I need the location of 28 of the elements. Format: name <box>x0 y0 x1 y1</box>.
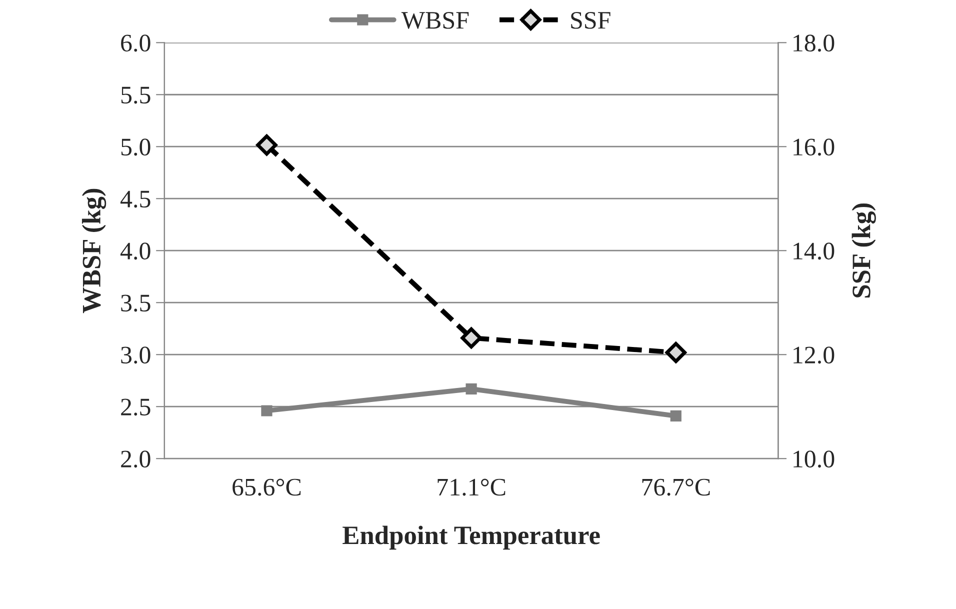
y2-axis-title: SSF (kg) <box>852 203 876 298</box>
y-tick-label: 5.0 <box>121 138 150 156</box>
y-tick-label: 2.0 <box>121 450 150 468</box>
x-tick-label: 65.6°C <box>232 478 301 496</box>
y-tick-label: 4.0 <box>120 242 150 260</box>
point <box>665 342 686 364</box>
y2-tick-label: 12.0 <box>794 346 834 364</box>
y-tick-label: 6.0 <box>121 34 150 52</box>
point <box>466 383 477 394</box>
point <box>256 134 278 156</box>
x-tick-label: 71.1°C <box>438 478 506 496</box>
y-tick-label: 4.5 <box>120 190 150 208</box>
y2-tick-label: 10.0 <box>794 450 834 468</box>
y-tick-label: 3.5 <box>121 294 150 312</box>
legend-label: WBSF <box>401 12 469 29</box>
point <box>261 405 272 416</box>
y2-tick-label: 14.0 <box>794 242 834 260</box>
x-axis-title: Endpoint Temperature <box>342 526 600 550</box>
legend-label: SSF <box>571 12 610 29</box>
y-axis-title: WBSF (kg) <box>82 188 106 314</box>
y2-tick-label: 16.0 <box>794 138 834 156</box>
point <box>670 410 682 422</box>
x-tick-label: 76.7°C <box>642 478 710 496</box>
y-tick-label: 3.0 <box>121 346 150 364</box>
y-tick-label: 2.5 <box>121 398 150 416</box>
y2-tick-label: 18.0 <box>794 34 834 52</box>
y-tick-label: 5.5 <box>121 86 150 104</box>
point <box>460 327 482 349</box>
